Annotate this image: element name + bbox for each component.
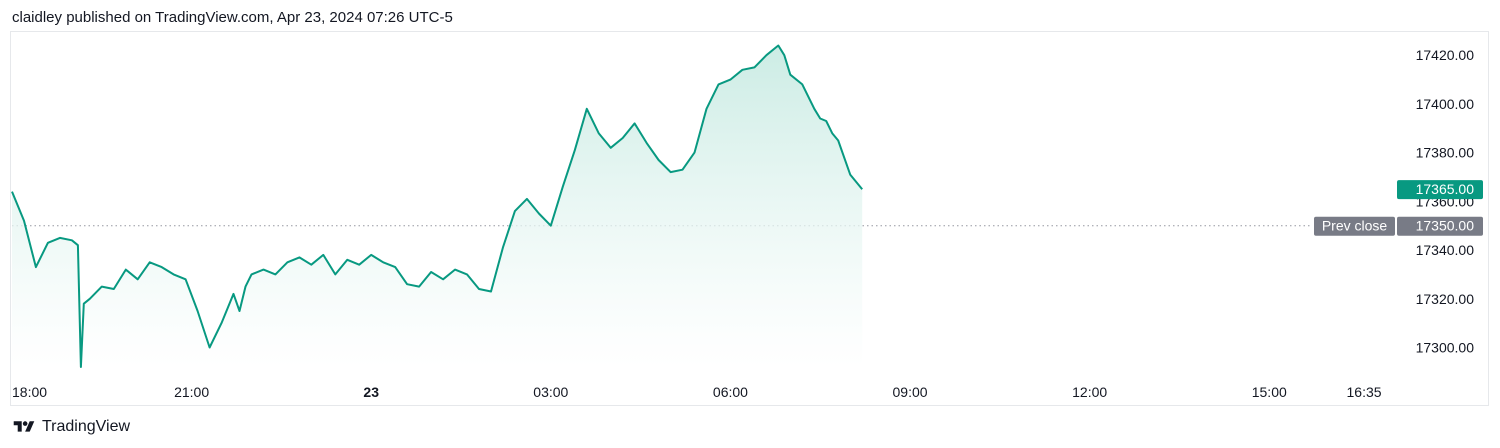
x-tick-label: 23 [363, 384, 379, 400]
x-axis: 18:00 21:00 23 03:00 06:00 09:00 12:00 15:00 16:… [12, 384, 1382, 400]
last-price-tag [1397, 180, 1483, 200]
y-tick-label: 17400.00 [1416, 96, 1475, 112]
prev-close-tag [1397, 216, 1483, 236]
prev-close-label: 17350.00 [1416, 218, 1475, 234]
x-tick-label: 21:00 [174, 384, 209, 400]
x-tick-label: 12:00 [1072, 384, 1107, 400]
y-tick-label: 17340.00 [1416, 242, 1475, 258]
x-tick-label: 09:00 [893, 384, 928, 400]
y-tick-label: 17300.00 [1416, 340, 1475, 356]
footer: TradingView [12, 418, 130, 436]
prev-close-caption-tag [1314, 216, 1395, 236]
x-tick-label: 18:00 [12, 384, 47, 400]
y-tick-label: 17320.00 [1416, 291, 1475, 307]
tradingview-brand: TradingView [42, 418, 131, 435]
last-price-label: 17365.00 [1416, 181, 1475, 197]
price-labels: 17365.00 Prev close 17350.00 [1314, 180, 1483, 236]
x-tick-label: 15:00 [1252, 384, 1287, 400]
x-tick-label: 06:00 [713, 384, 748, 400]
prev-close-caption: Prev close [1322, 218, 1388, 234]
publisher-caption: claidley published on TradingView.com, A… [12, 9, 453, 26]
price-line [11, 44, 863, 368]
x-tick-label: 03:00 [533, 384, 568, 400]
x-tick-label: 16:35 [1347, 384, 1382, 400]
chart-frame [10, 31, 1489, 406]
price-area-fill [12, 45, 863, 367]
y-tick-label: 17380.00 [1416, 145, 1475, 161]
y-axis: 17300.0017320.0017340.0017360.0017380.00… [1416, 47, 1475, 355]
tradingview-logo-icon [13, 421, 35, 432]
y-tick-label: 17420.00 [1416, 47, 1475, 63]
